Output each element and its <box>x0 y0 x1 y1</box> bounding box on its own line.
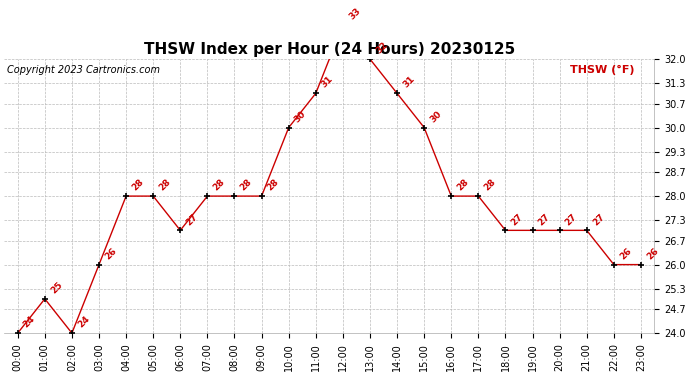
Text: 26: 26 <box>103 246 118 261</box>
Text: 27: 27 <box>591 211 606 227</box>
Text: 30: 30 <box>293 109 308 124</box>
Text: 24: 24 <box>76 314 91 330</box>
Text: 24: 24 <box>22 314 37 330</box>
Text: 27: 27 <box>537 211 552 227</box>
Text: 31: 31 <box>401 75 416 90</box>
Text: 27: 27 <box>564 211 579 227</box>
Text: 28: 28 <box>211 177 226 193</box>
Text: 33: 33 <box>347 6 362 21</box>
Text: 32: 32 <box>374 40 389 56</box>
Text: 26: 26 <box>618 246 633 261</box>
Text: 25: 25 <box>49 280 64 296</box>
Text: 28: 28 <box>455 177 471 193</box>
Text: THSW (°F): THSW (°F) <box>571 64 635 75</box>
Title: THSW Index per Hour (24 Hours) 20230125: THSW Index per Hour (24 Hours) 20230125 <box>144 42 515 57</box>
Text: 28: 28 <box>266 177 281 193</box>
Text: 27: 27 <box>509 211 525 227</box>
Text: 28: 28 <box>482 177 497 193</box>
Text: 28: 28 <box>239 177 254 193</box>
Text: 30: 30 <box>428 109 444 124</box>
Text: 28: 28 <box>130 177 146 193</box>
Text: Copyright 2023 Cartronics.com: Copyright 2023 Cartronics.com <box>8 64 160 75</box>
Text: 26: 26 <box>645 246 660 261</box>
Text: 27: 27 <box>184 211 199 227</box>
Text: 31: 31 <box>320 75 335 90</box>
Text: 28: 28 <box>157 177 172 193</box>
